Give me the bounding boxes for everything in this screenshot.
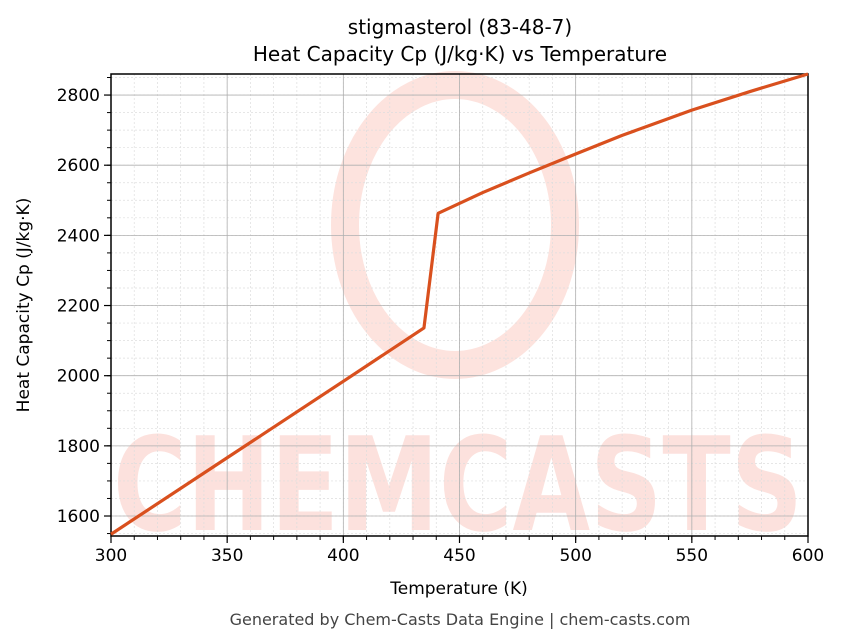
plot-frame <box>110 73 809 537</box>
x-tick-label: 350 <box>211 546 243 566</box>
cp-series-line <box>110 72 809 536</box>
x-axis-label: Temperature (K) <box>389 579 528 599</box>
y-tick-label: 2600 <box>57 156 100 176</box>
x-tick-label: 500 <box>559 546 591 566</box>
y-tick-label: 1600 <box>57 507 100 527</box>
series <box>110 72 809 536</box>
y-tick-label: 2200 <box>57 297 100 317</box>
axes: 300 350 400 450 500 550 600 1600 1800 2000 2200 240… <box>57 73 824 566</box>
x-tick-label: 550 <box>676 546 708 566</box>
y-tick-label: 2800 <box>57 86 100 106</box>
x-tick-label: 600 <box>792 546 824 566</box>
svg-text:CHEMCASTS: CHEMCASTS <box>113 409 803 561</box>
chart-subtitle: Heat Capacity Cp (J/kg·K) vs Temperature <box>253 42 667 66</box>
x-tick-label: 400 <box>327 546 359 566</box>
y-tick-label: 2400 <box>57 226 100 246</box>
x-tick-label: 450 <box>443 546 475 566</box>
y-axis-label: Heat Capacity Cp (J/kg·K) <box>14 198 34 413</box>
y-tick-label: 1800 <box>57 437 100 457</box>
footer-credit: Generated by Chem-Casts Data Engine | ch… <box>230 610 691 629</box>
chart-title: stigmasterol (83-48-7) <box>348 15 572 39</box>
x-tick-label: 300 <box>95 546 127 566</box>
y-tick-label: 2000 <box>57 367 100 387</box>
grid <box>110 74 809 536</box>
